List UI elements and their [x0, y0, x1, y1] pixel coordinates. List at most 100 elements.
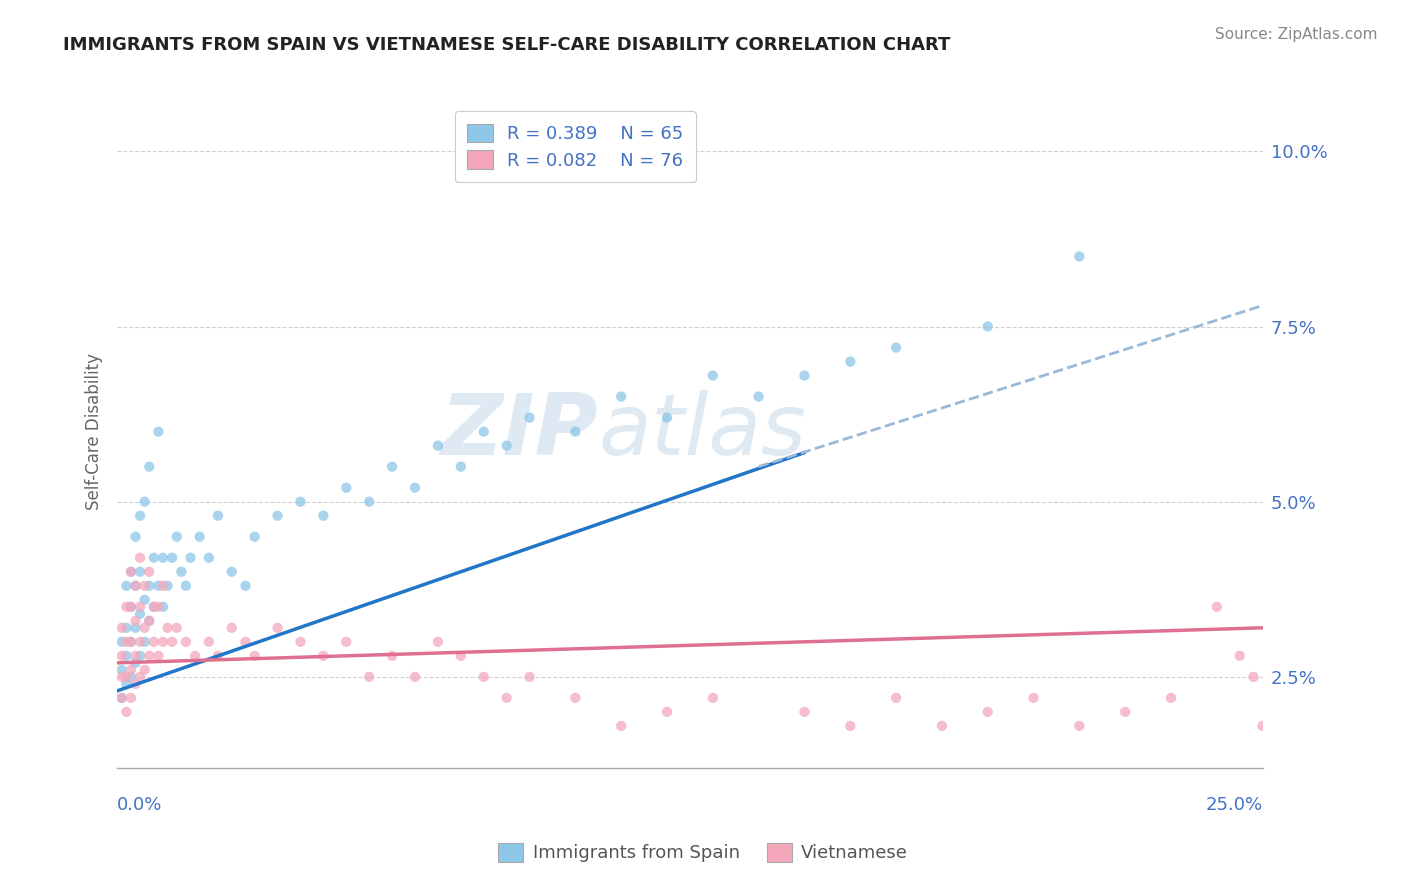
Point — [793, 368, 815, 383]
Point — [404, 481, 426, 495]
Point — [495, 439, 517, 453]
Point — [1205, 599, 1227, 614]
Point — [115, 670, 138, 684]
Point — [124, 621, 146, 635]
Point — [148, 579, 170, 593]
Point — [1160, 690, 1182, 705]
Text: 0.0%: 0.0% — [117, 796, 163, 814]
Point — [381, 459, 404, 474]
Point — [359, 494, 381, 508]
Point — [115, 621, 138, 635]
Text: atlas: atlas — [599, 390, 806, 473]
Point — [138, 565, 160, 579]
Point — [115, 677, 138, 691]
Point — [174, 635, 197, 649]
Point — [655, 410, 678, 425]
Point — [1288, 705, 1310, 719]
Point — [839, 354, 862, 368]
Point — [129, 670, 152, 684]
Point — [977, 705, 1000, 719]
Point — [1069, 719, 1091, 733]
Point — [148, 425, 170, 439]
Point — [138, 614, 160, 628]
Point — [120, 565, 142, 579]
Legend: Immigrants from Spain, Vietnamese: Immigrants from Spain, Vietnamese — [491, 836, 915, 870]
Point — [148, 648, 170, 663]
Point — [124, 648, 146, 663]
Point — [1069, 249, 1091, 263]
Point — [134, 663, 156, 677]
Point — [129, 607, 152, 621]
Point — [120, 565, 142, 579]
Point — [381, 648, 404, 663]
Point — [1251, 719, 1274, 733]
Point — [243, 530, 266, 544]
Point — [748, 390, 770, 404]
Point — [129, 550, 152, 565]
Point — [156, 621, 179, 635]
Point — [235, 635, 257, 649]
Point — [404, 670, 426, 684]
Point — [166, 530, 188, 544]
Point — [243, 648, 266, 663]
Point — [120, 663, 142, 677]
Point — [111, 635, 134, 649]
Point — [166, 621, 188, 635]
Point — [235, 579, 257, 593]
Point — [129, 565, 152, 579]
Point — [1261, 690, 1284, 705]
Point — [138, 648, 160, 663]
Point — [111, 648, 134, 663]
Point — [124, 614, 146, 628]
Point — [142, 635, 165, 649]
Point — [152, 579, 174, 593]
Point — [129, 599, 152, 614]
Point — [359, 670, 381, 684]
Point — [111, 670, 134, 684]
Point — [472, 425, 495, 439]
Point — [115, 635, 138, 649]
Point — [152, 635, 174, 649]
Point — [120, 670, 142, 684]
Y-axis label: Self-Care Disability: Self-Care Disability — [86, 353, 103, 510]
Legend: R = 0.389    N = 65, R = 0.082    N = 76: R = 0.389 N = 65, R = 0.082 N = 76 — [454, 111, 696, 182]
Point — [120, 635, 142, 649]
Point — [115, 648, 138, 663]
Point — [564, 690, 586, 705]
Point — [134, 592, 156, 607]
Point — [1274, 670, 1296, 684]
Point — [120, 690, 142, 705]
Point — [221, 565, 243, 579]
Point — [138, 614, 160, 628]
Point — [450, 648, 472, 663]
Point — [1114, 705, 1136, 719]
Point — [702, 690, 724, 705]
Point — [1243, 670, 1265, 684]
Point — [148, 599, 170, 614]
Point — [160, 635, 183, 649]
Point — [426, 635, 449, 649]
Point — [207, 508, 229, 523]
Point — [610, 390, 633, 404]
Point — [221, 621, 243, 635]
Point — [1022, 690, 1045, 705]
Point — [111, 621, 134, 635]
Point — [931, 719, 953, 733]
Text: Source: ZipAtlas.com: Source: ZipAtlas.com — [1215, 27, 1378, 42]
Point — [111, 663, 134, 677]
Point — [266, 508, 288, 523]
Point — [335, 481, 357, 495]
Point — [152, 599, 174, 614]
Point — [142, 599, 165, 614]
Point — [198, 550, 221, 565]
Point — [129, 508, 152, 523]
Point — [129, 648, 152, 663]
Point — [519, 410, 541, 425]
Point — [184, 648, 207, 663]
Point — [312, 508, 335, 523]
Point — [120, 599, 142, 614]
Point — [793, 705, 815, 719]
Point — [115, 599, 138, 614]
Point — [426, 439, 449, 453]
Point — [120, 635, 142, 649]
